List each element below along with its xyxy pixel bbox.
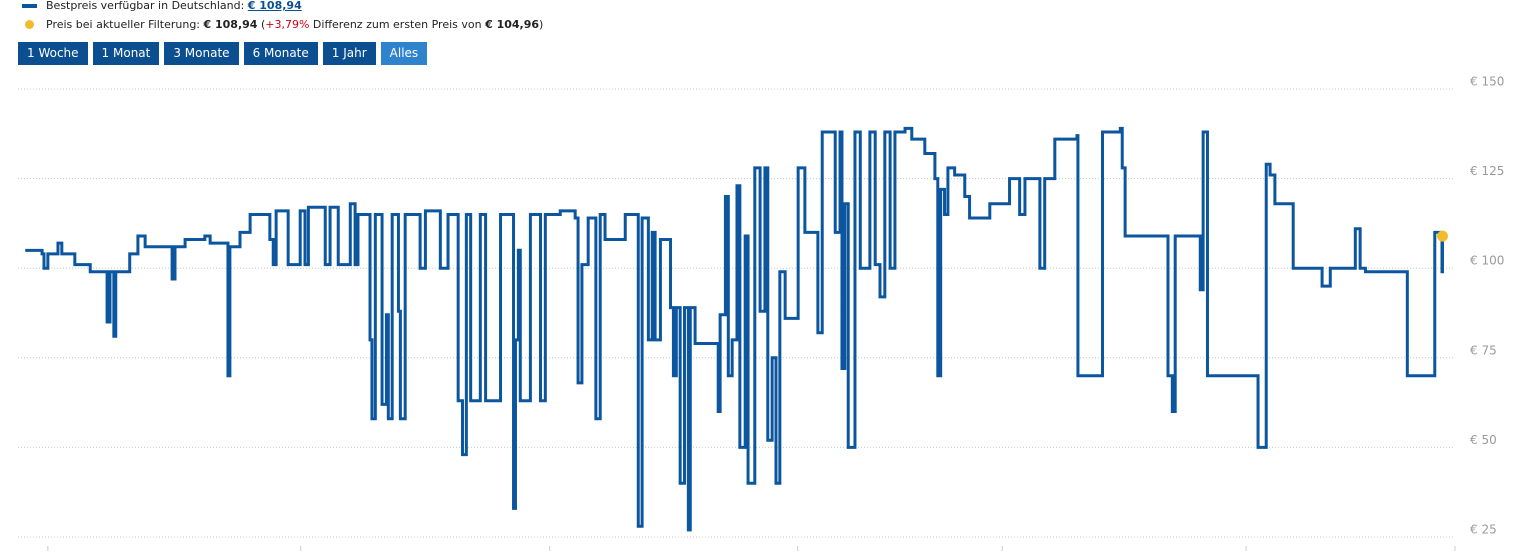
legend-item: Preis bei aktueller Filterung: € 108,94 … <box>22 15 543 34</box>
legend-text: Preis bei aktueller Filterung: <box>46 18 204 31</box>
range-button[interactable]: 1 Woche <box>18 42 88 65</box>
x-tick-label: 12.2.2011 <box>17 556 78 557</box>
x-tick-label: 20.12.2013 <box>515 556 584 557</box>
range-button[interactable]: Alles <box>380 42 428 65</box>
legend: Bestpreis verfügbar in Deutschland: € 10… <box>22 0 543 34</box>
x-tick-label: 17.7.2016 <box>972 556 1033 557</box>
x-tick-label: 19.5.2015 <box>767 556 828 557</box>
current-price-dot <box>1436 230 1448 242</box>
y-tick-label: € 75 <box>1470 343 1497 357</box>
legend-marker <box>22 3 37 8</box>
legend-text: € 108,94 <box>203 18 258 31</box>
y-tick-label: € 50 <box>1470 433 1497 447</box>
price-link[interactable]: € 108,94 <box>247 0 302 12</box>
legend-text: Bestpreis verfügbar in Deutschland: <box>46 0 248 12</box>
range-button[interactable]: 1 Monat <box>92 42 160 65</box>
range-button[interactable]: 3 Monate <box>164 42 239 65</box>
price-line <box>25 126 1444 532</box>
y-tick-label: € 150 <box>1470 75 1504 89</box>
y-tick-label: € 25 <box>1470 523 1497 537</box>
range-buttons: 1 Woche 1 Monat 3 Monate 6 Monate 1 Jahr Alle… <box>18 42 428 65</box>
y-tick-label: € 125 <box>1470 164 1504 178</box>
x-tick-label: 21.7.2012 <box>270 556 331 557</box>
range-button[interactable]: 1 Jahr <box>322 42 376 65</box>
legend-marker <box>25 20 34 29</box>
legend-item: Bestpreis verfügbar in Deutschland: € 10… <box>22 0 543 15</box>
range-button[interactable]: 6 Monate <box>243 42 318 65</box>
legend-text: +3,79% <box>265 18 310 31</box>
legend-text: Differenz zum ersten Preis von <box>309 18 486 31</box>
x-tick-label: 12.2.2019 <box>1424 556 1485 557</box>
x-tick-label: 5.12.2017 <box>1215 556 1276 557</box>
legend-text: ) <box>539 18 544 31</box>
y-tick-label: € 100 <box>1470 254 1504 268</box>
legend-text: € 104,96 <box>485 18 540 31</box>
legend-text: ( <box>257 18 266 31</box>
